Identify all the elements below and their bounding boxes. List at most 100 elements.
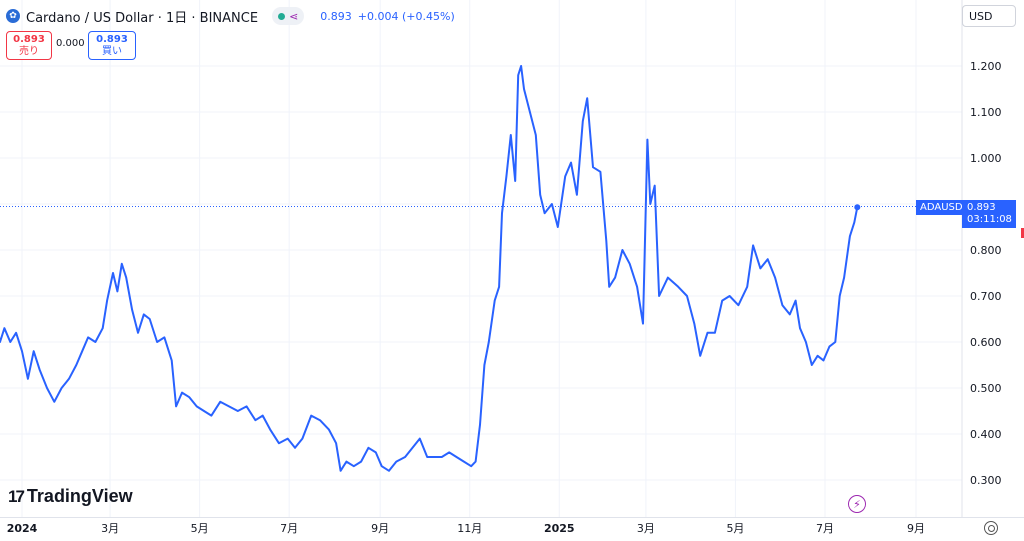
data-point: [592, 166, 594, 168]
tradingview-logo-text: TradingView: [26, 486, 133, 506]
data-point: [811, 364, 813, 366]
data-point: [137, 332, 139, 334]
data-point: [752, 244, 754, 246]
data-point: [319, 419, 321, 421]
sell-button[interactable]: 0.893 売り: [6, 31, 52, 60]
chart-grid: [0, 0, 962, 517]
data-point: [699, 355, 701, 357]
sell-price: 0.893: [13, 33, 45, 45]
data-point: [121, 263, 123, 265]
x-tick-label: 9月: [371, 522, 389, 535]
data-point: [706, 332, 709, 334]
data-point: [636, 286, 638, 288]
tradingview-logo-icon: 17: [8, 486, 25, 506]
data-point: [219, 401, 221, 403]
data-point: [345, 461, 347, 463]
data-point: [262, 415, 264, 417]
data-point: [381, 465, 383, 467]
data-point: [605, 240, 607, 242]
data-point: [210, 415, 212, 417]
buy-button[interactable]: 0.893 買い: [88, 31, 136, 60]
status-pill[interactable]: ⋖: [272, 7, 305, 25]
data-point: [488, 341, 490, 343]
data-point: [539, 194, 541, 196]
symbol-title[interactable]: Cardano / US Dollar · 1日 · BINANCE: [26, 10, 259, 26]
data-point: [419, 438, 421, 440]
data-point: [795, 300, 797, 302]
data-point: [849, 235, 851, 237]
data-point: [328, 428, 330, 430]
cardano-coin-icon: ✿: [6, 9, 20, 23]
data-point: [551, 203, 553, 205]
y-tick-label: 1.200: [970, 60, 1002, 73]
settings-icon[interactable]: [984, 521, 998, 535]
symbol-header[interactable]: ✿ Cardano / US Dollar · 1日 · BINANCE ⋖ 0…: [6, 6, 455, 26]
data-point: [523, 88, 525, 90]
y-tick-label: 0.400: [970, 428, 1002, 441]
header-price: 0.893: [320, 9, 352, 23]
data-point: [340, 470, 342, 472]
data-point: [301, 438, 303, 440]
data-point: [116, 290, 118, 292]
data-point: [411, 447, 414, 449]
data-point: [33, 350, 35, 352]
data-point: [514, 180, 516, 182]
y-tick-label: 0.700: [970, 290, 1002, 303]
data-point: [586, 97, 588, 99]
data-point: [557, 226, 559, 228]
data-point: [388, 470, 390, 472]
y-tick-label: 0.500: [970, 382, 1002, 395]
header-change: +0.004 (+0.45%): [357, 9, 455, 23]
x-tick-label: 3月: [101, 522, 119, 535]
data-point: [360, 461, 362, 463]
data-point: [68, 378, 70, 380]
lightning-icon[interactable]: ⚡: [848, 495, 866, 513]
data-point: [677, 286, 679, 288]
data-point: [629, 263, 631, 265]
y-tick-label: 0.600: [970, 336, 1002, 349]
data-point: [203, 410, 205, 412]
data-point: [774, 277, 776, 279]
data-point: [156, 341, 158, 343]
data-point: [853, 221, 855, 223]
data-point: [789, 313, 791, 315]
data-point: [39, 369, 41, 371]
x-tick-label: 7月: [280, 522, 298, 535]
data-point: [94, 341, 96, 343]
data-point: [828, 346, 831, 348]
y-tick-label: 1.000: [970, 152, 1002, 165]
price-axis[interactable]: 0.3000.4000.5000.6000.7000.8000.9001.000…: [970, 60, 1002, 487]
data-point: [15, 332, 17, 334]
data-point: [367, 447, 369, 449]
data-point: [3, 327, 5, 329]
data-point: [614, 277, 616, 279]
data-point: [721, 300, 723, 302]
data-point: [667, 277, 669, 279]
currency-selector[interactable]: USD: [962, 5, 1016, 27]
data-point: [839, 295, 841, 297]
data-point: [102, 327, 104, 329]
x-tick-label: 11月: [457, 522, 482, 535]
time-axis[interactable]: 2024 3月 5月 7月 9月 11月 2025 3月 5月 7月 9月: [7, 522, 925, 535]
data-point: [498, 286, 500, 288]
data-point: [228, 405, 230, 407]
x-tick-label: 9月: [907, 522, 925, 535]
data-point: [0, 341, 1, 343]
share-icon[interactable]: ⋖: [289, 9, 299, 23]
data-point: [27, 378, 29, 380]
data-point: [494, 300, 496, 302]
bar-countdown: 03:11:08: [967, 214, 1012, 225]
data-point: [582, 120, 584, 122]
data-point: [564, 175, 566, 177]
data-point: [805, 341, 807, 343]
data-point: [310, 415, 312, 417]
data-point: [188, 396, 190, 398]
data-point: [53, 401, 55, 403]
data-point: [455, 456, 458, 458]
tradingview-logo[interactable]: 17 TradingView: [8, 486, 133, 507]
data-point: [649, 203, 651, 205]
data-point: [125, 277, 127, 279]
x-tick-label: 5月: [726, 522, 744, 535]
data-point: [608, 286, 610, 288]
